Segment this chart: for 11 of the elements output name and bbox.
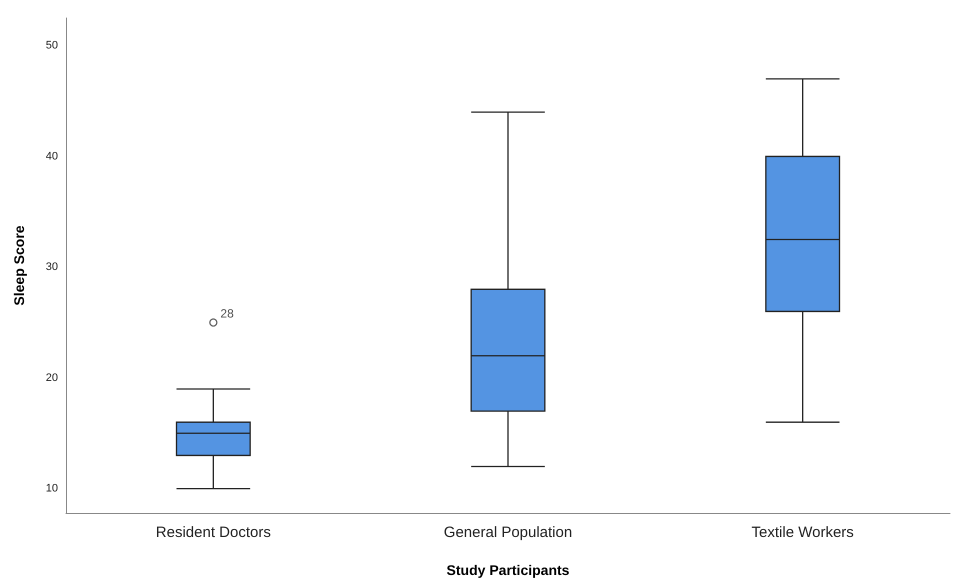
y-tick-label: 20: [46, 372, 58, 384]
x-tick-label: General Population: [444, 524, 572, 541]
x-axis-title: Study Participants: [446, 562, 570, 578]
annotation: 28: [220, 306, 234, 321]
y-axis-title: Sleep Score: [11, 225, 27, 306]
y-tick-label: 40: [46, 150, 58, 162]
x-tick-label: Resident Doctors: [156, 524, 271, 541]
y-tick-label: 10: [46, 482, 58, 495]
y-tick-label: 30: [46, 261, 58, 274]
x-tick-label: Textile Workers: [752, 524, 854, 541]
y-tick-label: 50: [46, 40, 58, 52]
